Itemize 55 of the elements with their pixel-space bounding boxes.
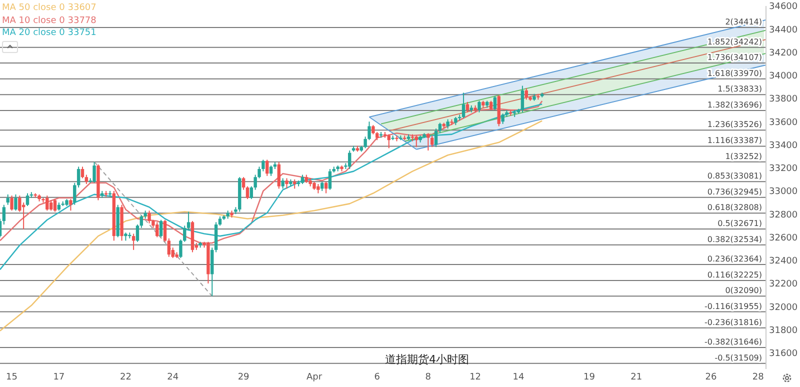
annotation: 33751: [68, 28, 96, 38]
y-tick-label: 33000: [769, 187, 798, 198]
x-tick-label: 24: [167, 372, 179, 382]
ref-line-label: 0.236(32364): [707, 254, 762, 264]
x-tick-label: 26: [705, 372, 718, 382]
ref-line-label: -0.236(31816): [704, 318, 762, 327]
ref-line-label: 0.618(32808): [707, 203, 762, 212]
y-tick-label: 32000: [769, 302, 798, 313]
y-tick-label: 33800: [769, 94, 798, 105]
ref-line-label: 1.116(33387): [707, 136, 762, 146]
ref-line-label: 0.382(32534): [707, 234, 762, 244]
x-tick-label: 6: [374, 372, 380, 382]
ref-line-label: 1.236(33526): [707, 120, 762, 130]
x-tick-label: Apr: [306, 372, 322, 382]
ref-line-label: 0.116(32225): [707, 270, 762, 280]
text: MA 50 close 0: [2, 3, 65, 13]
annotation: 33778: [68, 16, 96, 26]
y-tick-label: 34600: [769, 2, 798, 12]
ref-line-label: 1.382(33696): [707, 100, 762, 110]
annotation: 33607: [68, 3, 96, 13]
x-tick-label: 28: [752, 372, 764, 382]
x-tick-label: 15: [6, 372, 18, 382]
x-tick-label: 29: [238, 372, 250, 382]
x-tick-label: 21: [630, 372, 642, 382]
text: MA 20 close 0: [2, 28, 65, 38]
y-tick-label: 32200: [769, 280, 798, 290]
x-tick-label: 8: [425, 372, 432, 382]
ref-line-label: -0.382(31646): [704, 337, 762, 346]
ref-line-label: 1(33252): [725, 152, 762, 161]
y-tick-label: 32600: [769, 233, 798, 244]
ref-line-label: -0.116(31955): [704, 302, 762, 311]
ref-line-label: 0.736(32945): [707, 187, 762, 196]
text: MA 10 close 0: [2, 16, 65, 26]
ref-line-label: 2(34414): [725, 18, 762, 27]
y-tick-label: 34000: [769, 72, 798, 82]
x-tick-label: 14: [512, 372, 525, 382]
y-tick-label: 31800: [769, 326, 798, 336]
ref-line-label: 0.853(33081): [707, 172, 762, 181]
x-tick-label: 12: [470, 372, 482, 382]
y-tick-label: 31600: [769, 349, 798, 360]
text: 道指期货4小时图: [385, 352, 469, 367]
y-tick-label: 33400: [769, 140, 798, 151]
y-tick-label: 33200: [769, 164, 798, 174]
ref-line-label: 0.5(32671): [718, 219, 762, 228]
ref-line-label: 0(32090): [725, 286, 762, 296]
x-tick-label: 22: [120, 372, 132, 382]
x-tick-label: 19: [584, 372, 596, 382]
y-tick-label: 32400: [769, 256, 798, 267]
ref-line-label: 1.5(33833): [718, 84, 762, 94]
y-tick-label: 32800: [769, 210, 798, 220]
ref-line-label: -0.5(31509): [714, 353, 762, 362]
y-tick-label: 34200: [769, 48, 798, 58]
y-tick-label: 33600: [769, 118, 798, 128]
x-tick-label: 17: [53, 372, 65, 382]
y-tick-label: 34400: [769, 25, 798, 36]
